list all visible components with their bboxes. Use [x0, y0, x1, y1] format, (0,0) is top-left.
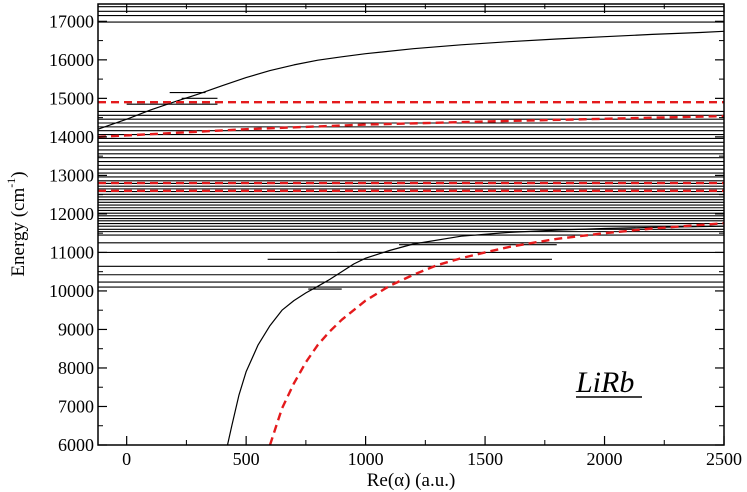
y-axis-title-base: Energy (cm: [8, 188, 29, 277]
y-tick-label: 13000: [49, 165, 94, 185]
x-tick-label: 0: [122, 449, 131, 469]
molecule-annotation: LiRb: [575, 366, 634, 399]
x-tick-label: 2500: [706, 449, 742, 469]
x-axis-ticks: 0 500 1000 1500 2000 2500: [122, 4, 742, 469]
y-tick-label: 15000: [49, 88, 94, 108]
plot-background: [98, 4, 724, 445]
y-axis-title-superscript: -1: [4, 178, 18, 188]
x-tick-label: 2000: [587, 449, 623, 469]
x-axis-title: Re(α) (a.u.): [367, 470, 456, 491]
y-tick-label: 7000: [58, 396, 94, 416]
x-tick-label: 500: [233, 449, 260, 469]
dashed-red-curve: [268, 222, 724, 445]
y-tick-label: 16000: [49, 50, 94, 70]
x-tick-label: 1000: [348, 449, 384, 469]
y-tick-label: 10000: [49, 281, 94, 301]
x-tick-label: 1500: [467, 449, 503, 469]
plot-frame: [97, 3, 725, 446]
y-tick-label: 6000: [58, 435, 94, 455]
black-curve: [98, 30, 724, 130]
y-axis-ticks: 6000 7000 8000 9000 10000 11000 12000 13000 1400…: [49, 11, 724, 455]
black-curve: [226, 225, 724, 445]
y-tick-label: 14000: [49, 127, 94, 147]
y-tick-label: 9000: [58, 319, 94, 339]
y-tick-label: 11000: [50, 242, 94, 262]
y-tick-label: 17000: [49, 11, 94, 31]
y-axis-title-end: ): [8, 171, 29, 177]
data-layer: [98, 6, 724, 445]
y-tick-label: 12000: [49, 204, 94, 224]
y-tick-label: 8000: [58, 358, 94, 378]
dashed-red-curve: [98, 114, 724, 139]
y-axis-title: Energy (cm-1): [4, 171, 29, 276]
